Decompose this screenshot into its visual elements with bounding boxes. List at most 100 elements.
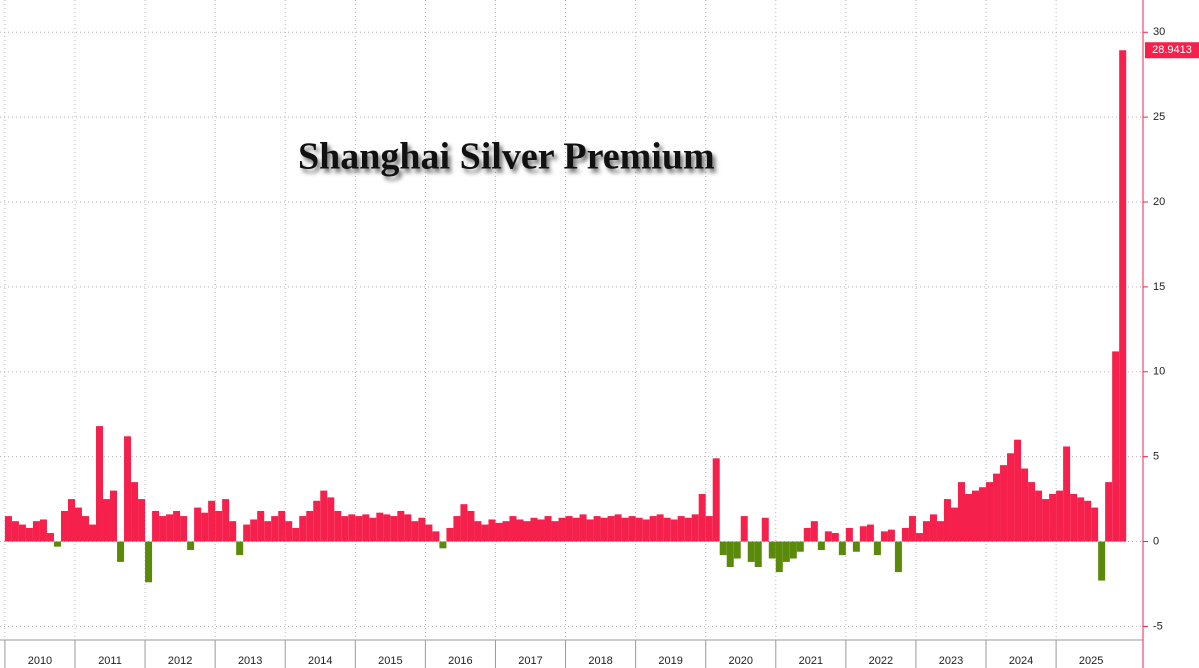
bar — [1070, 494, 1078, 542]
bar — [285, 521, 293, 542]
bar — [579, 514, 587, 542]
x-tick-label: 2010 — [28, 655, 52, 667]
bar — [236, 541, 244, 556]
x-tick-label: 2020 — [729, 655, 753, 667]
x-tick-label: 2014 — [308, 655, 332, 667]
bar — [292, 527, 300, 542]
bar — [1035, 490, 1043, 542]
y-tick-label: 25 — [1153, 111, 1165, 123]
bar — [488, 519, 496, 542]
bar — [859, 526, 867, 542]
bar — [572, 517, 580, 542]
x-tick-label: 2012 — [168, 655, 192, 667]
bar — [439, 541, 447, 549]
bar — [18, 524, 26, 542]
bar — [369, 517, 377, 542]
bar — [481, 524, 489, 542]
bar — [656, 514, 664, 542]
bar — [362, 514, 370, 542]
bar — [509, 516, 517, 542]
bar — [1007, 453, 1015, 542]
bar — [1028, 482, 1036, 542]
bar — [418, 517, 426, 542]
bar — [887, 529, 895, 542]
bar — [551, 521, 559, 542]
bar — [60, 510, 68, 542]
bar — [495, 522, 503, 542]
bar — [341, 516, 349, 542]
bar — [733, 541, 741, 559]
bar — [89, 524, 97, 542]
bar — [929, 514, 937, 542]
x-tick-label: 2019 — [658, 655, 682, 667]
last-value-tag — [1145, 42, 1199, 59]
bar — [894, 541, 902, 573]
bar — [747, 541, 755, 562]
bar — [796, 541, 804, 552]
bar — [740, 516, 748, 542]
bar — [586, 519, 594, 542]
bar — [376, 512, 384, 542]
bar — [628, 516, 636, 542]
bar — [299, 516, 307, 542]
x-tick-label: 2013 — [238, 655, 262, 667]
bar — [1056, 490, 1064, 542]
bar — [810, 521, 818, 542]
y-tick-label: 20 — [1153, 196, 1165, 208]
bar — [74, 507, 82, 542]
chart-title: Shanghai Silver Premium — [298, 136, 715, 178]
bar — [537, 519, 545, 542]
bar — [1014, 439, 1022, 542]
x-tick-label: 2016 — [448, 655, 472, 667]
bar — [691, 514, 699, 542]
bar — [964, 494, 973, 542]
bar — [719, 541, 727, 556]
y-tick-label: 30 — [1153, 26, 1165, 38]
bar — [558, 517, 566, 542]
bar — [355, 516, 363, 542]
bar — [698, 494, 706, 542]
bar — [404, 514, 412, 542]
bar — [1105, 482, 1113, 542]
bar — [607, 516, 615, 542]
bar — [663, 517, 671, 542]
bar — [782, 541, 790, 562]
bar — [173, 510, 181, 542]
x-tick-label: 2021 — [799, 655, 823, 667]
bar — [306, 510, 314, 542]
bar — [1049, 494, 1057, 542]
bar — [81, 516, 90, 542]
bar — [67, 499, 75, 542]
x-tick-label: 2015 — [378, 655, 402, 667]
bar — [32, 521, 40, 542]
bar — [873, 541, 881, 556]
bar — [775, 541, 783, 573]
bar — [845, 527, 853, 542]
bar — [103, 499, 111, 542]
bar — [649, 516, 657, 542]
bar — [957, 482, 965, 542]
x-tick-label: 2022 — [869, 655, 893, 667]
bar — [145, 541, 153, 583]
bar — [334, 510, 342, 542]
bar — [789, 541, 797, 559]
x-tick-label: 2018 — [588, 655, 612, 667]
x-tick-label: 2023 — [939, 655, 963, 667]
bar — [320, 490, 328, 542]
bar — [327, 497, 335, 542]
bar — [979, 487, 987, 542]
bar — [523, 521, 531, 542]
bar — [425, 524, 433, 542]
bar — [222, 499, 230, 542]
bar — [1077, 497, 1085, 542]
bar — [411, 521, 419, 542]
bar — [25, 527, 33, 542]
bar — [712, 458, 720, 542]
bar — [1084, 500, 1092, 542]
bar — [600, 517, 608, 542]
bar — [635, 517, 643, 542]
bar — [705, 516, 713, 542]
bar — [131, 482, 139, 542]
bar — [474, 521, 482, 542]
